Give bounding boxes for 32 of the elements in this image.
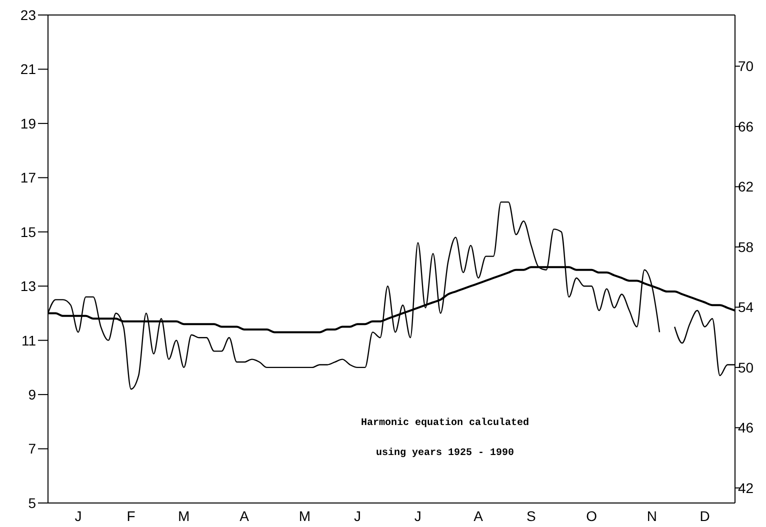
x-tick-label: O [586,508,598,524]
y2-tick-label: 70 [738,58,754,74]
x-tick-label: F [126,508,136,524]
y-tick-label: 19 [20,115,36,132]
y-tick-label: 17 [20,170,36,186]
x-tick-label: M [178,508,190,524]
y2-tick-label: 62 [738,178,754,195]
y2-tick-label: 66 [738,118,754,134]
x-tick-label: J [414,508,422,524]
y2-tick-label: 58 [738,238,754,255]
x-tick-label: A [474,508,484,524]
y-tick-label: 21 [20,61,36,78]
y-tick-label: 23 [20,6,36,23]
y2-tick-label: 46 [738,420,754,436]
y2-tick-label: 42 [738,480,754,496]
x-tick-label: M [298,508,311,524]
note-text: using years 1925 - 1990 [374,448,516,459]
x-tick-label: D [700,508,710,524]
note-text: Harmonic equation calculated [360,418,530,429]
y-tick-label: 9 [28,386,36,403]
y-tick-label: 7 [28,440,36,457]
y2-tick-label: 50 [738,359,754,376]
x-tick-label: J [354,508,362,524]
y-tick-label: 11 [21,332,36,348]
x-tick-label: A [240,508,250,524]
y-tick-label: 13 [20,278,36,294]
y2-tick-label: 54 [738,299,754,316]
y-tick-label: 5 [28,494,36,511]
x-tick-label: N [646,508,658,524]
x-tick-label: S [526,508,536,524]
x-tick-label: J [74,508,82,524]
y-tick-label: 15 [20,224,36,240]
